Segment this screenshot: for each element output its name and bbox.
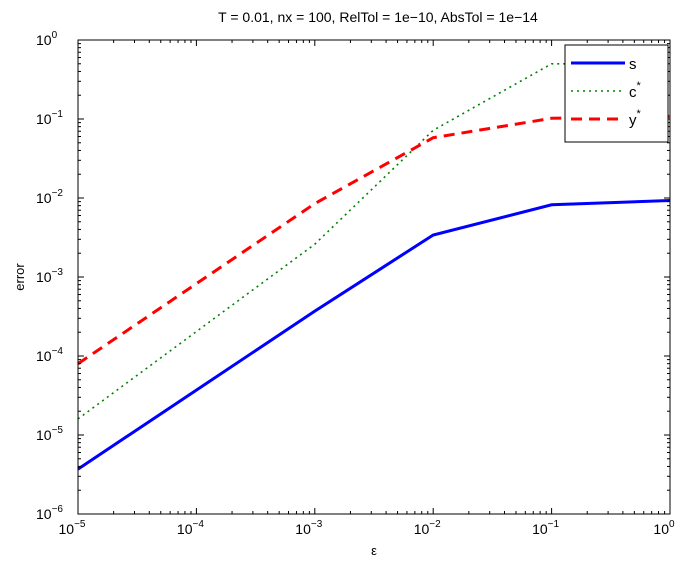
- x-tick-label: 10−2: [414, 519, 441, 537]
- y-tick-label: 10−1: [36, 109, 63, 127]
- y-tick-label: 10−2: [36, 188, 63, 206]
- axes-frame: [77, 39, 671, 515]
- legend-entry: c*: [629, 80, 642, 101]
- x-tick-label: 10−5: [59, 519, 86, 537]
- series-line-s: [77, 199, 671, 471]
- chart-title: T = 0.01, nx = 100, RelTol = 1e−10, AbsT…: [218, 9, 538, 25]
- legend-box: [564, 44, 669, 143]
- y-tick-label: 10−3: [36, 267, 63, 285]
- y-tick-label: 10−6: [36, 504, 63, 522]
- legend-entry: y*: [629, 108, 642, 129]
- x-tick-label: 100: [653, 519, 675, 537]
- y-axis-label: error: [12, 263, 27, 291]
- x-tick-label: 10−4: [177, 519, 204, 537]
- x-axis-label: ε: [371, 543, 377, 558]
- legend: s c* y*: [564, 44, 669, 143]
- legend-entry: s: [629, 56, 637, 73]
- y-tick-label: 100: [36, 30, 58, 48]
- y-tick-label: 10−4: [36, 346, 63, 364]
- x-tick-label: 10−3: [295, 519, 322, 537]
- y-tick-label: 10−5: [36, 425, 63, 443]
- x-tick-label: 10−1: [532, 519, 559, 537]
- axes: 10−5 10−4 10−3 10−2 10−1 100 100 10−1 10−2 10−3 10…: [36, 30, 675, 537]
